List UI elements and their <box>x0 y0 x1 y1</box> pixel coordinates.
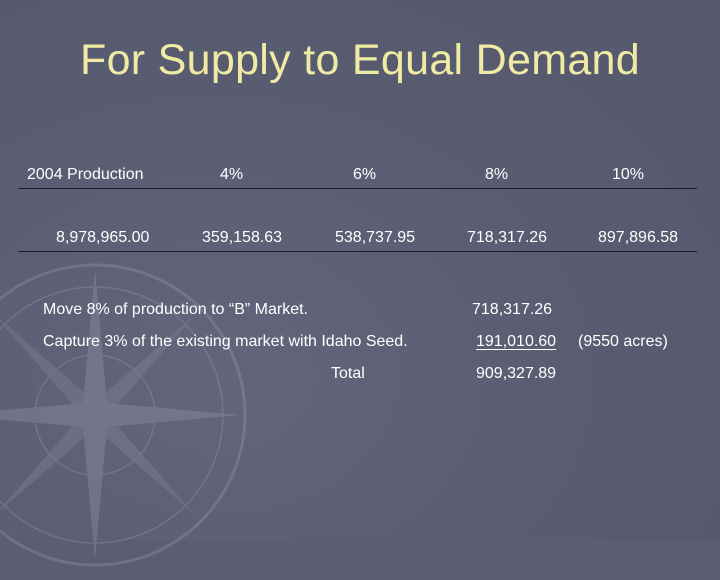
table-bottom-divider <box>18 251 697 252</box>
summary-capture-acres-note: (9550 acres) <box>578 333 668 350</box>
summary-capture-value: 191,010.60 <box>476 333 557 350</box>
value-4-percent: 359,158.63 <box>202 229 283 246</box>
value-2004-production: 8,978,965.00 <box>56 229 150 246</box>
header-8-percent: 8% <box>485 166 509 183</box>
header-2004-production: 2004 Production <box>27 166 144 183</box>
slide-background <box>0 0 720 567</box>
value-8-percent: 718,317.26 <box>467 229 548 246</box>
summary-capture-label: Capture 3% of the existing market with I… <box>43 333 408 350</box>
page-title: For Supply to Equal Demand <box>80 36 640 84</box>
header-6-percent: 6% <box>353 166 377 183</box>
summary-move-value: 718,317.26 <box>472 301 553 318</box>
value-10-percent: 897,896.58 <box>598 229 679 246</box>
summary-total-value: 909,327.89 <box>476 365 557 382</box>
header-10-percent: 10% <box>612 166 645 183</box>
summary-move-label: Move 8% of production to “B” Market. <box>43 301 308 318</box>
value-6-percent: 538,737.95 <box>335 229 416 246</box>
summary-total-label: Total <box>331 365 365 382</box>
header-4-percent: 4% <box>220 166 244 183</box>
compass-watermark-icon <box>0 263 247 567</box>
table-header-divider <box>18 188 697 189</box>
